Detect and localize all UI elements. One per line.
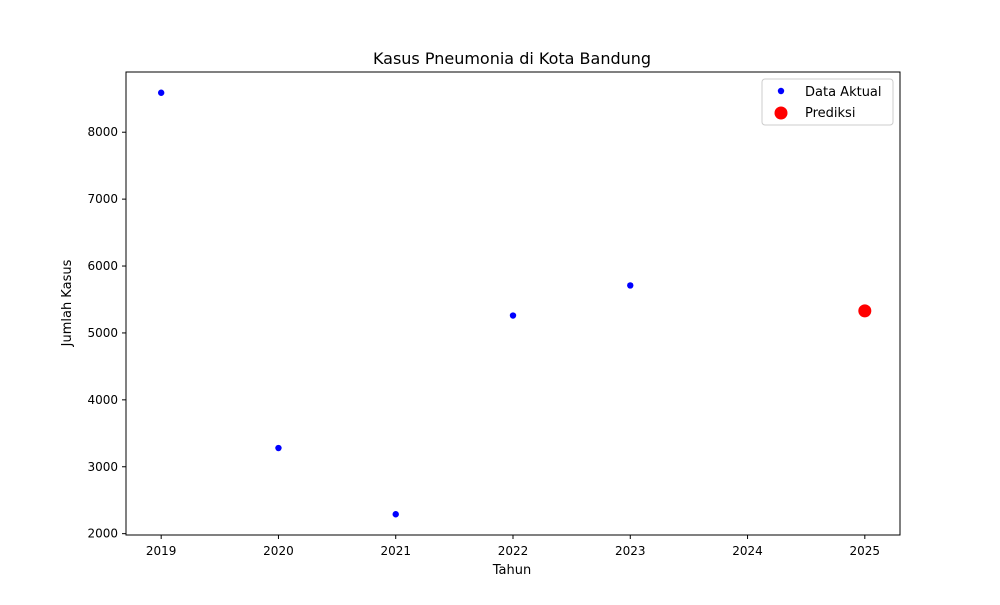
y-tick-label-3000: 3000 <box>87 460 118 474</box>
point-data-aktual-2022 <box>509 312 517 319</box>
data-points <box>157 89 872 518</box>
y-tick-label-2000: 2000 <box>87 527 118 541</box>
x-tick-label-2023: 2023 <box>615 544 646 558</box>
x-tick-label-2019: 2019 <box>146 544 177 558</box>
x-axis-ticks: 2019 2020 2021 2022 2023 2024 2025 <box>146 535 880 558</box>
x-axis-label: Tahun <box>492 563 531 578</box>
y-tick-label-5000: 5000 <box>87 326 118 340</box>
plot-area <box>125 71 901 536</box>
y-tick-label-7000: 7000 <box>87 192 118 206</box>
x-tick-label-2022: 2022 <box>498 544 529 558</box>
point-data-aktual-2021 <box>392 511 399 518</box>
chart-title: Kasus Pneumonia di Kota Bandung <box>373 49 651 68</box>
legend-frame <box>761 78 894 126</box>
legend: Data Aktual Prediksi <box>761 78 894 126</box>
x-tick-label-2024: 2024 <box>732 544 763 558</box>
legend-marker-data-aktual <box>777 87 785 95</box>
y-tick-label-8000: 8000 <box>87 125 118 139</box>
legend-label-data-aktual: Data Aktual <box>805 85 882 100</box>
y-tick-label-6000: 6000 <box>87 259 118 273</box>
point-prediksi-2025 <box>858 304 872 318</box>
x-tick-label-2020: 2020 <box>263 544 294 558</box>
point-data-aktual-2019 <box>157 89 165 96</box>
legend-marker-prediksi <box>774 106 788 120</box>
y-tick-label-4000: 4000 <box>87 393 118 407</box>
x-tick-label-2025: 2025 <box>850 544 881 558</box>
point-data-aktual-2023 <box>627 282 634 289</box>
x-tick-label-2021: 2021 <box>380 544 411 558</box>
y-axis-ticks: 2000 3000 4000 5000 6000 7000 8000 <box>87 125 126 541</box>
y-axis-label: Jumlah Kasus <box>60 259 75 347</box>
plot-frame <box>125 71 901 536</box>
legend-label-prediksi: Prediksi <box>805 106 855 121</box>
point-data-aktual-2020 <box>275 444 282 452</box>
